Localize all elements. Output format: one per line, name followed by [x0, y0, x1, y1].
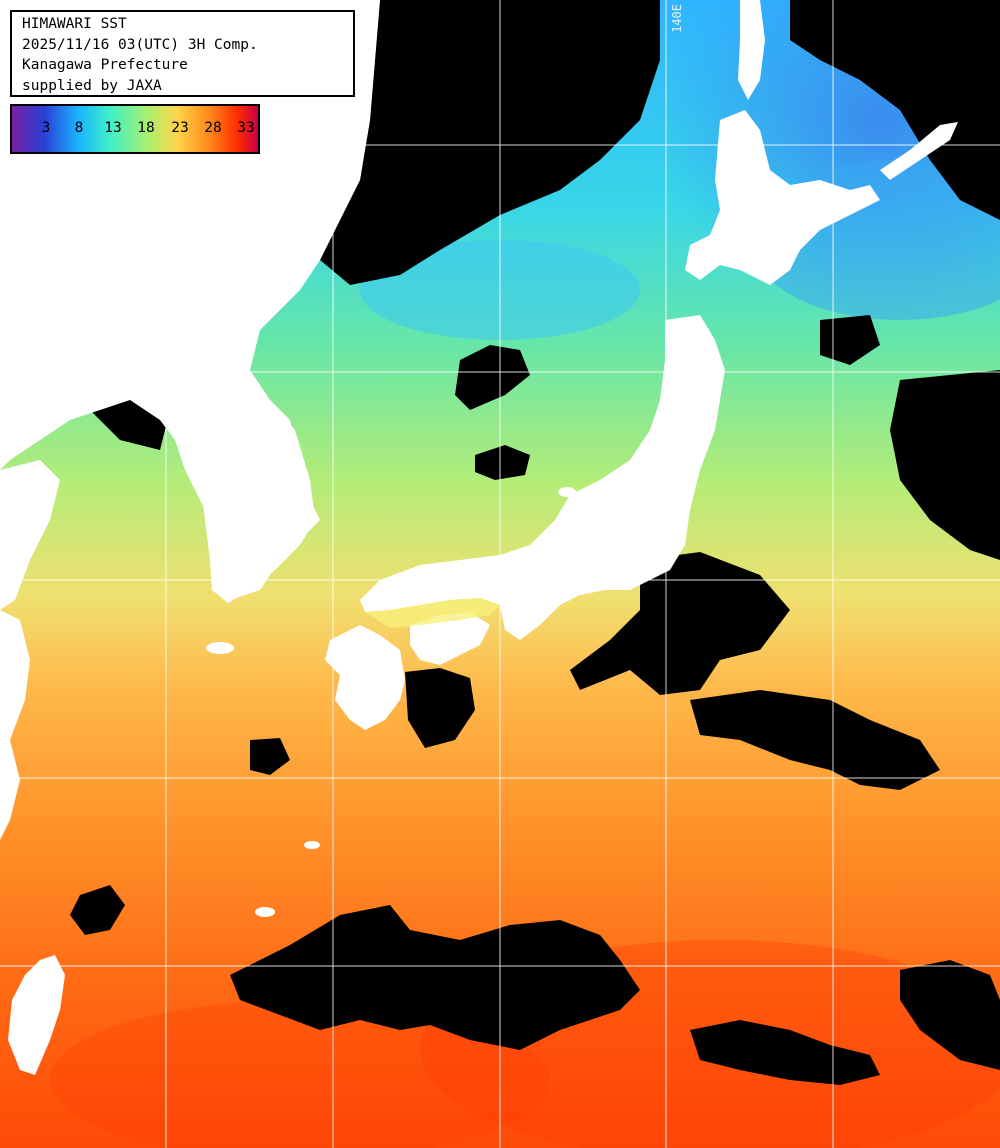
cloud-mask-southwest: [70, 885, 125, 935]
land-hokkaido: [685, 110, 880, 285]
land-jeju: [206, 642, 234, 654]
temperature-legend: 3 8 13 18 23 28 33: [10, 104, 260, 154]
land-kyushu: [325, 625, 405, 730]
coastal-warm-band: [365, 598, 500, 628]
land-china-coast-south: [0, 610, 30, 840]
land-dokdo-island: [398, 128, 428, 165]
longitude-label: 140E: [670, 4, 684, 33]
legend-tick: 13: [104, 120, 122, 136]
legend-tick: 8: [74, 120, 84, 136]
cloud-mask-south-east: [690, 690, 940, 790]
map-info-box: HIMAWARI SST 2025/11/16 03(UTC) 3H Comp.…: [10, 10, 355, 97]
land-honshu: [360, 315, 725, 640]
latitude-label: 40N: [18, 354, 40, 368]
data-source: supplied by JAXA: [22, 77, 162, 94]
cloud-mask-japan-sea: [455, 345, 530, 410]
land-china-coast: [0, 460, 60, 610]
cloud-mask-north: [320, 0, 660, 285]
legend-tick: 18: [137, 120, 155, 136]
observation-time: 2025/11/16 03(UTC) 3H Comp.: [22, 36, 258, 53]
cloud-mask-northeast: [790, 0, 1000, 220]
warm-south: [50, 1000, 550, 1148]
cloud-mask-kyushu-south: [250, 738, 290, 775]
legend-color-bar: [12, 106, 258, 152]
land-sakhalin: [738, 0, 765, 100]
land-korea: [200, 390, 315, 603]
land-shikoku: [410, 612, 490, 665]
cloud-mask-shikoku-south: [405, 668, 475, 748]
product-title: HIMAWARI SST: [22, 16, 127, 32]
legend-tick-labels: 3 8 13 18 23 28 33: [12, 120, 258, 140]
cloud-mask-japan-sea-2: [475, 445, 530, 480]
land-ryukyu-1: [255, 907, 275, 917]
cloud-mask-east-1: [890, 370, 1000, 560]
land-taiwan: [8, 955, 65, 1075]
legend-tick: 33: [237, 120, 255, 136]
land-kuril: [880, 122, 958, 180]
land-ryukyu-2: [304, 841, 320, 849]
cloud-mask-east-2: [820, 315, 880, 365]
legend-tick: 23: [171, 120, 189, 136]
cloud-mask-south-band-3: [900, 960, 1000, 1070]
land-sado: [558, 487, 576, 497]
legend-tick: 3: [41, 120, 51, 136]
cloud-mask-south-honshu: [570, 552, 790, 695]
region-name: Kanagawa Prefecture: [22, 57, 188, 73]
legend-tick: 28: [204, 120, 222, 136]
